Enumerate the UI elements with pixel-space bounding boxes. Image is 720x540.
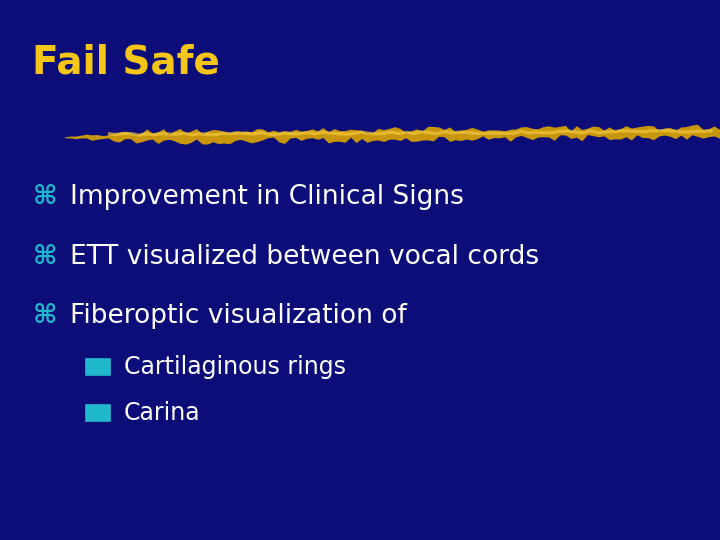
Text: Fiberoptic visualization of: Fiberoptic visualization of [70,303,407,329]
Polygon shape [108,129,713,137]
Polygon shape [65,125,720,145]
Text: ⌘: ⌘ [32,184,57,210]
Text: Improvement in Clinical Signs: Improvement in Clinical Signs [70,184,464,210]
Text: Fail Safe: Fail Safe [32,43,220,81]
Text: ⌘: ⌘ [32,303,57,329]
Text: Carina: Carina [124,401,200,425]
FancyBboxPatch shape [86,405,110,421]
Text: ETT visualized between vocal cords: ETT visualized between vocal cords [70,244,539,269]
FancyBboxPatch shape [86,359,110,375]
Text: Cartilaginous rings: Cartilaginous rings [124,355,346,379]
Text: ⌘: ⌘ [32,244,57,269]
